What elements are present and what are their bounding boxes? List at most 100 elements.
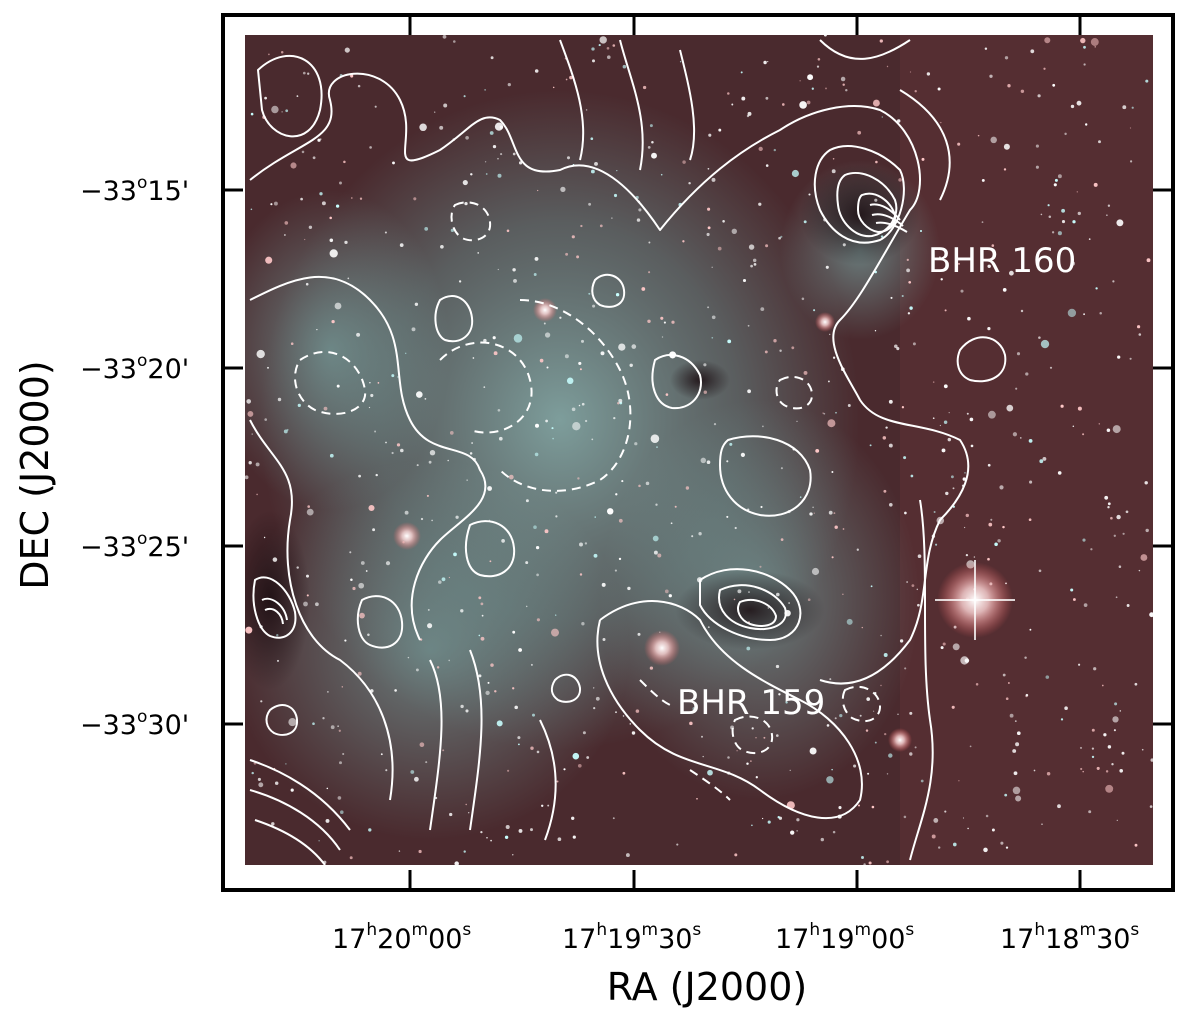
star — [360, 561, 365, 565]
star — [281, 111, 283, 113]
star — [758, 202, 762, 206]
star — [645, 481, 650, 486]
star — [911, 584, 915, 587]
star — [651, 152, 657, 159]
star — [434, 111, 436, 113]
star — [671, 320, 675, 324]
star — [838, 806, 842, 810]
star — [481, 614, 484, 617]
star — [512, 854, 514, 856]
star — [582, 731, 586, 735]
star — [909, 71, 912, 73]
star — [534, 452, 539, 457]
star — [1016, 731, 1021, 736]
star — [1061, 220, 1066, 224]
star — [271, 822, 275, 826]
star — [267, 366, 269, 369]
star — [1051, 231, 1055, 234]
star — [343, 160, 346, 164]
star — [1119, 769, 1123, 773]
star — [404, 510, 409, 515]
star — [552, 437, 554, 440]
star — [767, 607, 770, 609]
star — [988, 522, 993, 527]
star — [1016, 352, 1021, 356]
star — [471, 442, 474, 444]
star — [702, 755, 704, 758]
star — [731, 103, 734, 106]
star — [569, 75, 573, 80]
star — [256, 349, 265, 359]
star — [815, 448, 820, 453]
star — [1006, 404, 1014, 412]
star — [788, 602, 790, 604]
star — [914, 746, 917, 749]
star — [1090, 38, 1099, 46]
star — [1048, 215, 1052, 219]
star — [1129, 127, 1132, 129]
star — [492, 144, 497, 149]
star — [494, 690, 497, 693]
star — [888, 399, 893, 404]
star — [655, 503, 658, 506]
star — [490, 839, 492, 842]
star — [1122, 532, 1125, 535]
star — [301, 150, 305, 154]
star — [350, 197, 353, 199]
star — [1094, 46, 1096, 48]
star — [983, 847, 988, 853]
star — [648, 241, 651, 244]
star — [384, 231, 387, 234]
star — [535, 423, 539, 428]
star — [811, 87, 814, 90]
star — [1028, 439, 1033, 443]
star — [1024, 656, 1027, 659]
star — [1119, 710, 1122, 712]
star — [827, 419, 836, 428]
star — [1085, 123, 1088, 126]
star — [1122, 105, 1127, 110]
star — [1000, 841, 1004, 845]
star — [740, 452, 746, 457]
star — [828, 333, 831, 336]
star — [514, 705, 518, 710]
star — [411, 327, 416, 332]
star — [498, 436, 503, 441]
star — [625, 853, 630, 858]
star — [1070, 588, 1074, 592]
star — [247, 410, 254, 417]
star — [987, 463, 991, 467]
star — [799, 496, 802, 498]
star — [1078, 663, 1081, 666]
star — [636, 218, 641, 222]
star — [593, 687, 595, 689]
star — [734, 526, 737, 530]
star — [1070, 104, 1075, 109]
star — [1140, 554, 1148, 561]
star — [1046, 772, 1051, 776]
star — [847, 404, 851, 407]
star — [513, 278, 517, 283]
star — [263, 536, 266, 539]
star — [250, 112, 254, 116]
star — [941, 448, 946, 453]
star — [1082, 770, 1084, 773]
star — [536, 750, 540, 754]
star — [631, 344, 637, 349]
star — [943, 420, 948, 424]
star — [823, 412, 826, 415]
star — [701, 735, 703, 738]
star — [1116, 819, 1118, 822]
star — [663, 321, 666, 324]
star — [707, 207, 711, 211]
star — [418, 849, 422, 854]
star — [283, 429, 288, 434]
star — [780, 538, 784, 541]
star — [410, 770, 415, 774]
star — [544, 529, 549, 534]
star — [321, 201, 326, 206]
star — [970, 444, 974, 448]
star — [717, 246, 722, 251]
star — [997, 539, 1001, 543]
star — [631, 731, 636, 735]
